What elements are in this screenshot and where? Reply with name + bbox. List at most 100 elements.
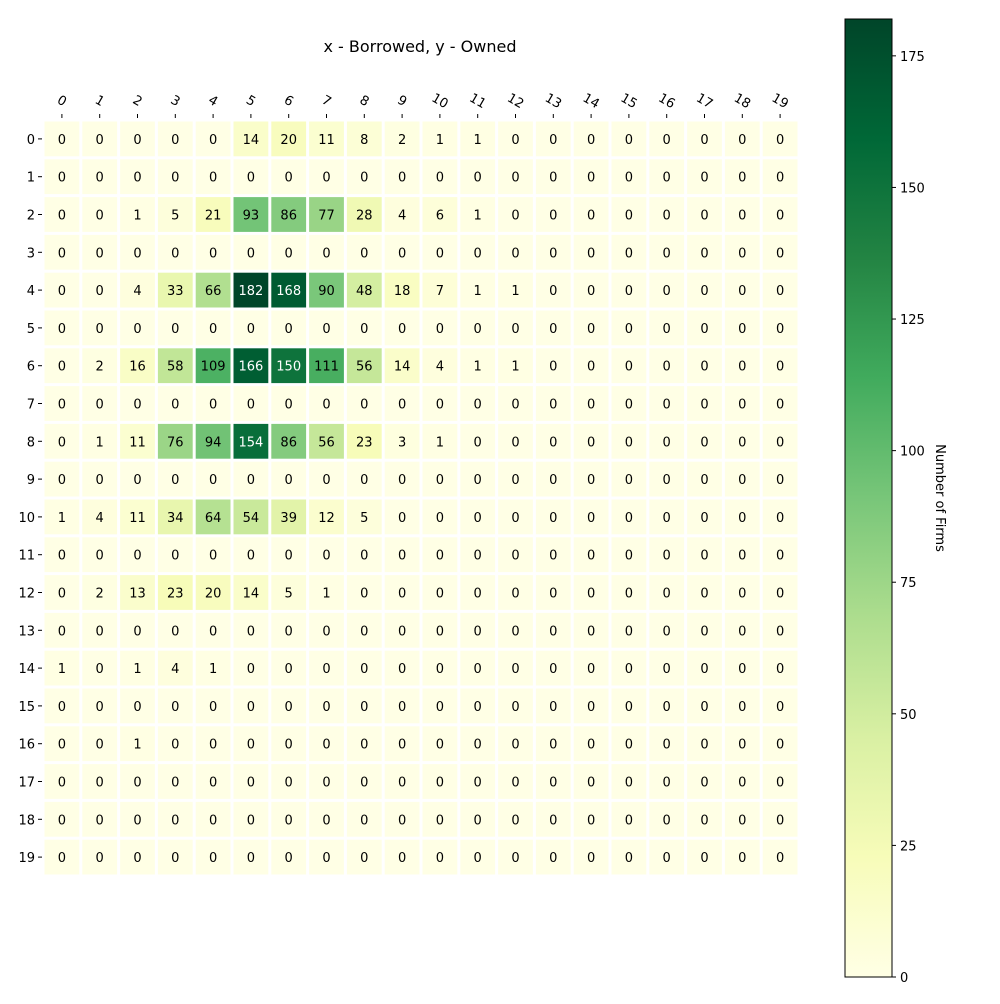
- cell-value-label: 20: [280, 133, 297, 148]
- heatmap-cell: [422, 499, 458, 535]
- heatmap-cell: [611, 348, 647, 384]
- cell-value-label: 0: [96, 738, 104, 753]
- heatmap-cell: [762, 537, 798, 573]
- heatmap-cell: [384, 197, 420, 232]
- cell-value-label: 0: [58, 435, 66, 450]
- cell-value-label: 0: [209, 549, 217, 564]
- heatmap-cell: [724, 272, 760, 308]
- heatmap-cell: [611, 688, 647, 724]
- cell-value-label: 0: [625, 587, 633, 602]
- heatmap-cell: [724, 839, 760, 875]
- cell-value-label: 0: [322, 813, 330, 828]
- heatmap-cell: [535, 386, 571, 421]
- heatmap-cell: [498, 688, 533, 724]
- cell-value-label: 0: [625, 398, 633, 413]
- cell-value-label: 0: [247, 813, 255, 828]
- heatmap-cell: [271, 386, 307, 421]
- y-tick-label: 10: [18, 511, 35, 526]
- cell-value-label: 0: [738, 322, 746, 337]
- cell-value-label: 0: [663, 624, 671, 639]
- heatmap-cell: [384, 386, 420, 421]
- cell-value-label: 0: [474, 700, 482, 715]
- cell-value-label: 0: [776, 776, 784, 791]
- cell-value-label: 0: [398, 662, 406, 677]
- heatmap-cell: [384, 650, 420, 686]
- heatmap-cell: [498, 537, 533, 573]
- cell-value-label: 0: [474, 511, 482, 526]
- heatmap-cell: [649, 688, 685, 724]
- heatmap-cell: [573, 272, 609, 308]
- cell-value-label: 20: [205, 587, 222, 602]
- heatmap-cell: [535, 612, 571, 648]
- cell-value-label: 0: [285, 549, 293, 564]
- cell-value-label: 1: [511, 360, 519, 375]
- heatmap-cell: [573, 537, 609, 573]
- heatmap-cell: [724, 537, 760, 573]
- cell-value-label: 0: [96, 322, 104, 337]
- cell-value-label: 4: [96, 511, 104, 526]
- heatmap-cell: [271, 688, 307, 724]
- cell-value-label: 0: [96, 776, 104, 791]
- cell-value-label: 0: [587, 776, 595, 791]
- cell-value-label: 0: [700, 171, 708, 186]
- cell-value-label: 0: [322, 322, 330, 337]
- heatmap-cell: [233, 234, 269, 270]
- heatmap-cell: [460, 801, 496, 837]
- cell-value-label: 0: [587, 171, 595, 186]
- heatmap-cell: [422, 726, 458, 762]
- heatmap-cell: [687, 612, 722, 648]
- cell-value-label: 0: [133, 246, 141, 261]
- heatmap-cell: [573, 197, 609, 232]
- cell-value-label: 0: [360, 776, 368, 791]
- heatmap-cell: [157, 764, 193, 799]
- heatmap-cell: [687, 461, 722, 497]
- heatmap-cell: [762, 801, 798, 837]
- cell-value-label: 0: [398, 851, 406, 866]
- heatmap-cell: [460, 575, 496, 610]
- cell-value-label: 1: [322, 587, 330, 602]
- cell-value-label: 0: [474, 398, 482, 413]
- cell-value-label: 2: [96, 360, 104, 375]
- heatmap-cell: [233, 423, 269, 459]
- heatmap-cell: [422, 537, 458, 573]
- cell-value-label: 0: [587, 246, 595, 261]
- heatmap-cell: [762, 197, 798, 232]
- heatmap-cell: [346, 197, 382, 232]
- cell-value-label: 0: [549, 511, 557, 526]
- cell-value-label: 0: [436, 662, 444, 677]
- cell-value-label: 66: [205, 284, 222, 299]
- heatmap-cell: [422, 348, 458, 384]
- heatmap-cell: [346, 726, 382, 762]
- heatmap-cell: [724, 234, 760, 270]
- cell-value-label: 0: [549, 851, 557, 866]
- cell-value-label: 0: [663, 284, 671, 299]
- cell-value-label: 0: [360, 662, 368, 677]
- heatmap-cell: [82, 575, 118, 610]
- cell-value-label: 0: [247, 700, 255, 715]
- heatmap-cell: [611, 726, 647, 762]
- heatmap-cell: [687, 801, 722, 837]
- cell-value-label: 1: [133, 738, 141, 753]
- cell-value-label: 0: [587, 738, 595, 753]
- cell-value-label: 0: [171, 246, 179, 261]
- heatmap-cell: [157, 575, 193, 610]
- heatmap-cell: [535, 801, 571, 837]
- heatmap-cell: [44, 386, 80, 421]
- cell-value-label: 0: [511, 549, 519, 564]
- heatmap-cell: [157, 499, 193, 535]
- heatmap-cell: [309, 121, 344, 157]
- cell-value-label: 0: [247, 851, 255, 866]
- x-tick-label: 10: [429, 91, 451, 112]
- cell-value-label: 6: [436, 209, 444, 224]
- heatmap-cell: [384, 801, 420, 837]
- cell-value-label: 182: [238, 284, 263, 299]
- cell-value-label: 56: [318, 435, 335, 450]
- heatmap-cell: [687, 499, 722, 535]
- heatmap-cell: [120, 423, 155, 459]
- heatmap-cell: [44, 575, 80, 610]
- cell-value-label: 1: [58, 662, 66, 677]
- heatmap-cell: [460, 159, 496, 195]
- heatmap-cell: [233, 197, 269, 232]
- cell-value-label: 0: [738, 246, 746, 261]
- heatmap-cell: [498, 801, 533, 837]
